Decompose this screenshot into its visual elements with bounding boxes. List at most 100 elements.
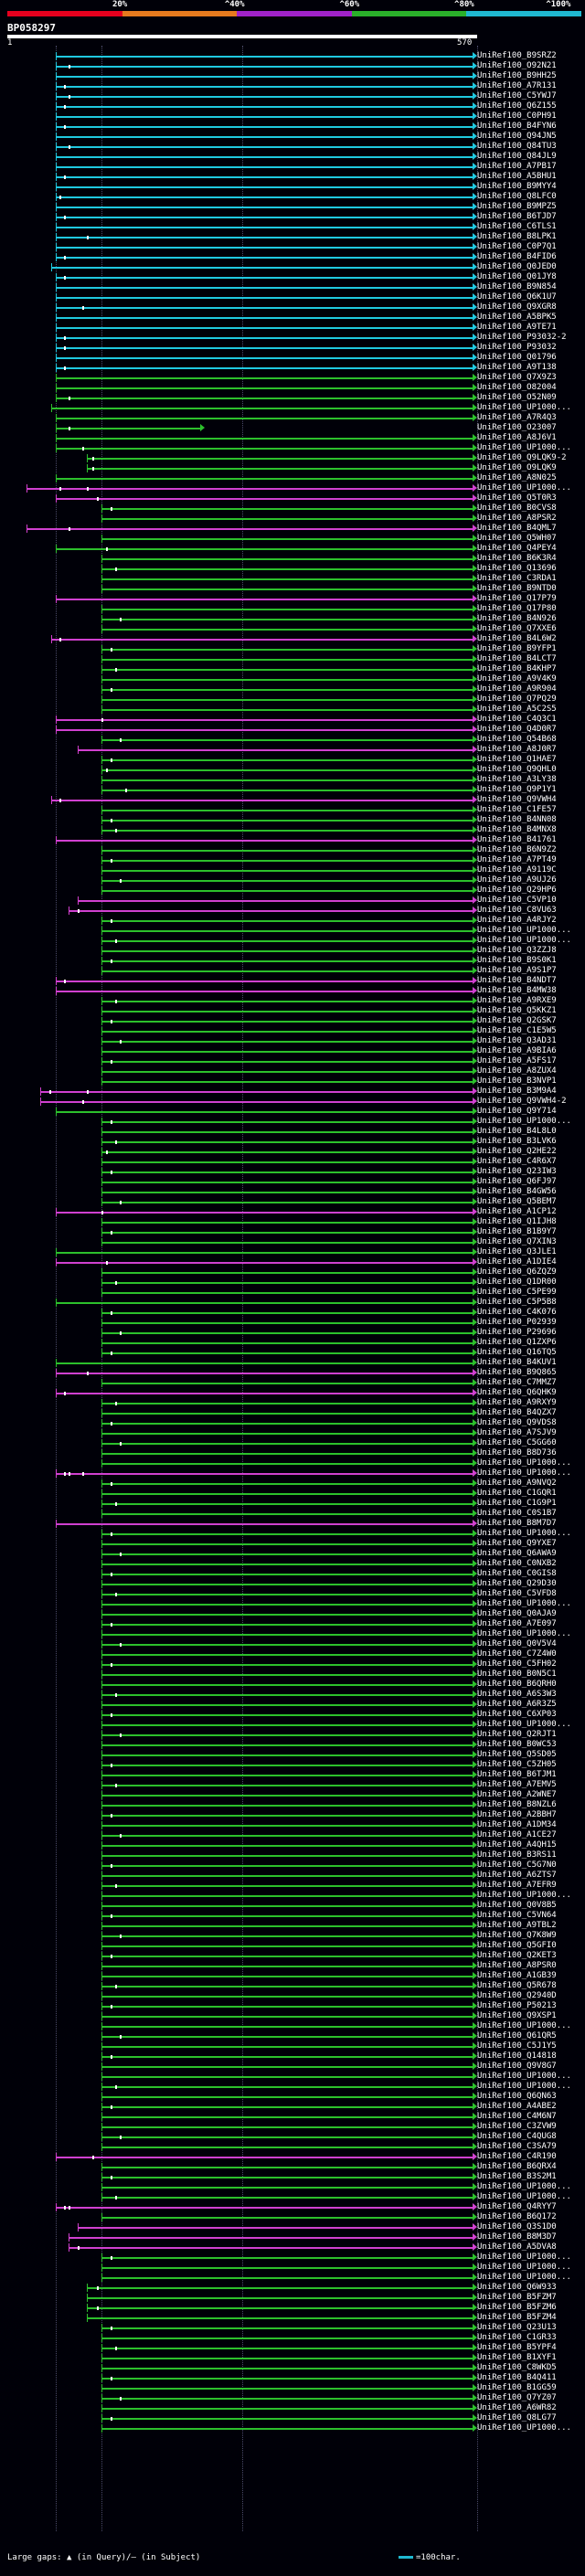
hit-label[interactable]: UniRef100_A9UJ26 (477, 875, 557, 885)
hit-row[interactable]: UniRef100_Q9YXE7 (0, 1539, 585, 1549)
hit-row[interactable]: UniRef100_UP1000... (0, 1629, 585, 1639)
hit-label[interactable]: UniRef100_C1E5W5 (477, 1026, 557, 1035)
hit-label[interactable]: UniRef100_A9T138 (477, 363, 557, 372)
hit-label[interactable]: UniRef100_A6R3Z5 (477, 1700, 557, 1709)
hit-row[interactable]: UniRef100_B41761 (0, 835, 585, 845)
hit-label[interactable]: UniRef100_B8LPK1 (477, 232, 557, 241)
hit-row[interactable]: UniRef100_Q2RJT1 (0, 1730, 585, 1740)
hit-label[interactable]: UniRef100_Q0V8B5 (477, 1901, 557, 1910)
hit-row[interactable]: UniRef100_Q54B68 (0, 735, 585, 745)
hit-label[interactable]: UniRef100_A9RXE9 (477, 996, 557, 1005)
hit-label[interactable]: UniRef100_B9SRZ2 (477, 51, 557, 60)
hit-label[interactable]: UniRef100_Q7YZ07 (477, 2393, 557, 2402)
hit-row[interactable]: UniRef100_Q8LG77 (0, 2413, 585, 2423)
hit-row[interactable]: UniRef100_Q6ZQZ9 (0, 1267, 585, 1277)
hit-label[interactable]: UniRef100_Q4RYY7 (477, 2202, 557, 2211)
hit-label[interactable]: UniRef100_A2WNE7 (477, 1790, 557, 1799)
hit-row[interactable]: UniRef100_Q01JY8 (0, 272, 585, 282)
hit-row[interactable]: UniRef100_Q2GSK7 (0, 1016, 585, 1026)
hit-row[interactable]: UniRef100_B9S0K1 (0, 956, 585, 966)
hit-label[interactable]: UniRef100_Q01796 (477, 353, 557, 362)
hit-row[interactable]: UniRef100_C0P7Q1 (0, 242, 585, 252)
hit-row[interactable]: UniRef100_Q9LQK9-2 (0, 453, 585, 463)
hit-row[interactable]: UniRef100_B3RS11 (0, 1850, 585, 1860)
hit-label[interactable]: UniRef100_A5C2S5 (477, 705, 557, 714)
hit-label[interactable]: UniRef100_B4FID6 (477, 252, 557, 261)
hit-row[interactable]: UniRef100_B9SRZ2 (0, 51, 585, 61)
hit-row[interactable]: UniRef100_A5DVA8 (0, 2242, 585, 2253)
hit-row[interactable]: UniRef100_A1DM34 (0, 1820, 585, 1830)
hit-row[interactable]: UniRef100_O92N21 (0, 61, 585, 71)
hit-row[interactable]: UniRef100_B9MPZ5 (0, 202, 585, 212)
hit-label[interactable]: UniRef100_B1GG59 (477, 2383, 557, 2392)
hit-label[interactable]: UniRef100_A7R131 (477, 81, 557, 90)
hit-row[interactable]: UniRef100_B0N5C1 (0, 1670, 585, 1680)
hit-row[interactable]: UniRef100_Q29D30 (0, 1579, 585, 1589)
hit-row[interactable]: UniRef100_UP1000... (0, 483, 585, 493)
hit-row[interactable]: UniRef100_B4KUV1 (0, 1358, 585, 1368)
hit-label[interactable]: UniRef100_A1CE27 (477, 1830, 557, 1839)
hit-row[interactable]: UniRef100_UP1000... (0, 936, 585, 946)
hit-row[interactable]: UniRef100_Q84JL9 (0, 152, 585, 162)
hit-row[interactable]: UniRef100_B0CVS8 (0, 504, 585, 514)
hit-label[interactable]: UniRef100_B6N9Z2 (477, 845, 557, 854)
hit-row[interactable]: UniRef100_Q8LFC0 (0, 192, 585, 202)
hit-label[interactable]: UniRef100_B4KUV1 (477, 1358, 557, 1367)
hit-label[interactable]: UniRef100_Q84JL9 (477, 152, 557, 161)
hit-label[interactable]: UniRef100_B9N854 (477, 282, 557, 292)
hit-label[interactable]: UniRef100_Q3JLE1 (477, 1247, 557, 1256)
hit-row[interactable]: UniRef100_B5YPF4 (0, 2343, 585, 2353)
hit-label[interactable]: UniRef100_B6QRX4 (477, 2162, 557, 2171)
hit-row[interactable]: UniRef100_Q3ZZJ8 (0, 946, 585, 956)
hit-row[interactable]: UniRef100_A8PSR2 (0, 514, 585, 524)
hit-row[interactable]: UniRef100_Q23U13 (0, 2323, 585, 2333)
hit-row[interactable]: UniRef100_B8D736 (0, 1448, 585, 1458)
hit-label[interactable]: UniRef100_Q14818 (477, 2051, 557, 2061)
hit-row[interactable]: UniRef100_Q5GFI0 (0, 1941, 585, 1951)
hit-label[interactable]: UniRef100_O52N09 (477, 393, 557, 402)
hit-row[interactable]: UniRef100_P29696 (0, 1328, 585, 1338)
hit-row[interactable]: UniRef100_C5J1Y5 (0, 2041, 585, 2051)
hit-label[interactable]: UniRef100_C4R6X7 (477, 1157, 557, 1166)
hit-label[interactable]: UniRef100_A8J0R7 (477, 745, 557, 754)
hit-row[interactable]: UniRef100_C5YWJ7 (0, 91, 585, 101)
hit-row[interactable]: UniRef100_Q7XXE6 (0, 624, 585, 634)
hit-row[interactable]: UniRef100_P50213 (0, 2001, 585, 2011)
hit-label[interactable]: UniRef100_A3LY38 (477, 775, 557, 784)
hit-label[interactable]: UniRef100_UP1000... (477, 2273, 571, 2282)
hit-row[interactable]: UniRef100_Q7X9Z3 (0, 373, 585, 383)
hit-row[interactable]: UniRef100_C5ZH05 (0, 1760, 585, 1770)
hit-row[interactable]: UniRef100_Q61QR5 (0, 2031, 585, 2041)
hit-label[interactable]: UniRef100_C6XP03 (477, 1710, 557, 1719)
hit-row[interactable]: UniRef100_C1G9P1 (0, 1499, 585, 1509)
hit-row[interactable]: UniRef100_A5FS17 (0, 1056, 585, 1066)
hit-label[interactable]: UniRef100_Q6ZQZ9 (477, 1267, 557, 1277)
hit-label[interactable]: UniRef100_Q17P80 (477, 604, 557, 613)
hit-label[interactable]: UniRef100_B5YPF4 (477, 2343, 557, 2352)
hit-row[interactable]: UniRef100_B6N9Z2 (0, 845, 585, 855)
hit-row[interactable]: UniRef100_B4FID6 (0, 252, 585, 262)
hit-label[interactable]: UniRef100_A2BBH7 (477, 1810, 557, 1819)
hit-label[interactable]: UniRef100_A9R904 (477, 684, 557, 694)
hit-label[interactable]: UniRef100_Q23IW3 (477, 1167, 557, 1176)
hit-label[interactable]: UniRef100_B4GW56 (477, 1187, 557, 1196)
hit-row[interactable]: UniRef100_A9V4K9 (0, 674, 585, 684)
hit-row[interactable]: UniRef100_A9RXY9 (0, 1398, 585, 1408)
hit-label[interactable]: UniRef100_B4KHP7 (477, 664, 557, 673)
hit-row[interactable]: UniRef100_C0NXB2 (0, 1559, 585, 1569)
hit-label[interactable]: UniRef100_Q9YXE7 (477, 1539, 557, 1548)
hit-row[interactable]: UniRef100_C5P5B8 (0, 1298, 585, 1308)
hit-label[interactable]: UniRef100_A4QH15 (477, 1840, 557, 1850)
hit-row[interactable]: UniRef100_Q9XSP1 (0, 2011, 585, 2021)
hit-label[interactable]: UniRef100_Q94JN5 (477, 132, 557, 141)
hit-label[interactable]: UniRef100_C3SA79 (477, 2142, 557, 2151)
hit-row[interactable]: UniRef100_A7SJV9 (0, 1428, 585, 1438)
hit-row[interactable]: UniRef100_C4QUG8 (0, 2132, 585, 2142)
hit-row[interactable]: UniRef100_P93032 (0, 343, 585, 353)
hit-label[interactable]: UniRef100_A5BHU1 (477, 172, 557, 181)
hit-label[interactable]: UniRef100_B5FZM4 (477, 2313, 557, 2322)
hit-row[interactable]: UniRef100_A9RXE9 (0, 996, 585, 1006)
hit-row[interactable]: UniRef100_B4FYN6 (0, 122, 585, 132)
hit-row[interactable]: UniRef100_C5VN64 (0, 1911, 585, 1921)
hit-row[interactable]: UniRef100_UP1000... (0, 1720, 585, 1730)
